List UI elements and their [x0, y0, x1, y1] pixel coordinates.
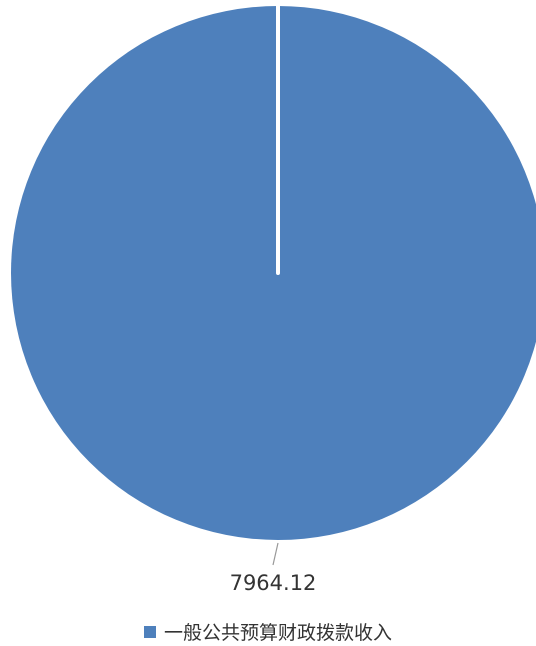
legend-swatch	[143, 625, 156, 638]
legend-label: 一般公共预算财政拨款收入	[163, 622, 392, 644]
legend: 一般公共预算财政拨款收入	[0, 618, 536, 645]
data-label: 7964.12	[230, 571, 317, 595]
label-leader-line	[272, 542, 279, 566]
pie-slice[interactable]	[11, 6, 536, 540]
